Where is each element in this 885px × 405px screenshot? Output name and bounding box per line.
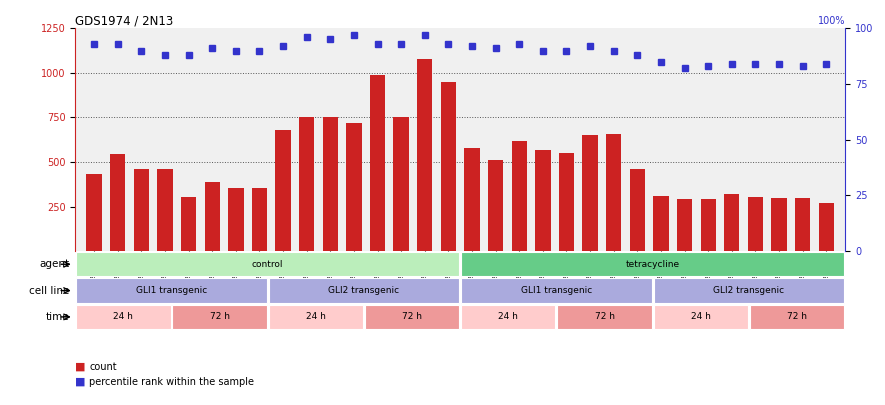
Bar — [76, 279, 266, 303]
Bar — [461, 252, 844, 276]
Text: cell line: cell line — [28, 286, 69, 296]
Bar — [465, 148, 480, 251]
Text: ■: ■ — [75, 377, 86, 386]
Text: GLI1 transgenic: GLI1 transgenic — [135, 286, 207, 295]
Bar — [748, 197, 763, 251]
Text: GLI2 transgenic: GLI2 transgenic — [328, 286, 399, 295]
Bar — [819, 203, 834, 251]
Bar — [512, 141, 527, 251]
Text: GDS1974 / 2N13: GDS1974 / 2N13 — [75, 14, 173, 27]
Bar — [269, 305, 363, 329]
Text: GLI1 transgenic: GLI1 transgenic — [520, 286, 592, 295]
Bar — [76, 305, 171, 329]
Bar — [795, 198, 811, 251]
Text: 72 h: 72 h — [595, 312, 614, 322]
Bar — [346, 123, 362, 251]
Bar — [582, 135, 597, 251]
Bar — [772, 198, 787, 251]
Text: 24 h: 24 h — [498, 312, 519, 322]
Text: 72 h: 72 h — [787, 312, 807, 322]
Bar — [134, 169, 149, 251]
Bar — [417, 59, 433, 251]
Text: 24 h: 24 h — [306, 312, 326, 322]
Bar — [461, 305, 556, 329]
Text: 100%: 100% — [818, 16, 845, 26]
Bar — [488, 160, 504, 251]
Text: percentile rank within the sample: percentile rank within the sample — [89, 377, 254, 386]
Bar — [535, 150, 550, 251]
Bar — [269, 279, 459, 303]
Text: time: time — [45, 312, 69, 322]
Bar — [724, 194, 740, 251]
Bar — [461, 279, 651, 303]
Bar — [110, 154, 126, 251]
Text: tetracycline: tetracycline — [626, 260, 680, 269]
Bar — [653, 196, 669, 251]
Bar — [606, 134, 621, 251]
Text: ■: ■ — [75, 362, 86, 371]
Text: agent: agent — [39, 259, 69, 269]
Bar — [251, 188, 267, 251]
Bar — [299, 117, 314, 251]
Bar — [365, 305, 459, 329]
Text: count: count — [89, 362, 117, 371]
Bar — [158, 169, 173, 251]
Bar — [394, 117, 409, 251]
Bar — [173, 305, 266, 329]
Bar — [558, 305, 651, 329]
Bar — [629, 169, 645, 251]
Text: control: control — [252, 260, 283, 269]
Text: 72 h: 72 h — [402, 312, 422, 322]
Bar — [228, 188, 243, 251]
Bar — [76, 252, 459, 276]
Bar — [275, 130, 291, 251]
Bar — [323, 117, 338, 251]
Bar — [181, 197, 196, 251]
Bar — [204, 183, 219, 251]
Text: GLI2 transgenic: GLI2 transgenic — [713, 286, 784, 295]
Bar — [677, 198, 692, 251]
Bar — [87, 175, 102, 251]
Bar — [558, 153, 574, 251]
Text: 24 h: 24 h — [691, 312, 711, 322]
Bar — [750, 305, 844, 329]
Text: 72 h: 72 h — [210, 312, 229, 322]
Text: 24 h: 24 h — [113, 312, 134, 322]
Bar — [654, 305, 748, 329]
Bar — [701, 198, 716, 251]
Bar — [370, 75, 385, 251]
Bar — [654, 279, 844, 303]
Bar — [441, 82, 456, 251]
